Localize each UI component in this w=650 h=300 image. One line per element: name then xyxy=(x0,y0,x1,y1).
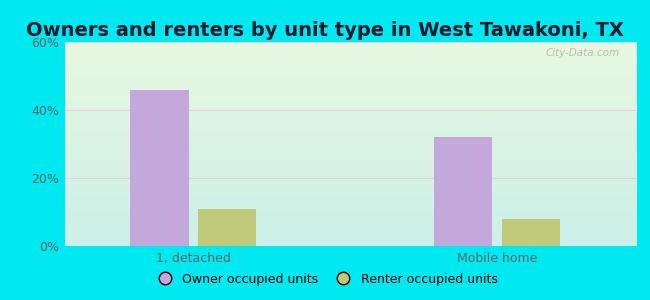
Bar xyxy=(198,208,257,246)
Bar xyxy=(131,90,188,246)
Text: City-Data.com: City-Data.com xyxy=(546,48,620,58)
Bar xyxy=(502,219,560,246)
Bar xyxy=(434,137,492,246)
Text: Owners and renters by unit type in West Tawakoni, TX: Owners and renters by unit type in West … xyxy=(26,21,624,40)
Legend: Owner occupied units, Renter occupied units: Owner occupied units, Renter occupied un… xyxy=(148,268,502,291)
